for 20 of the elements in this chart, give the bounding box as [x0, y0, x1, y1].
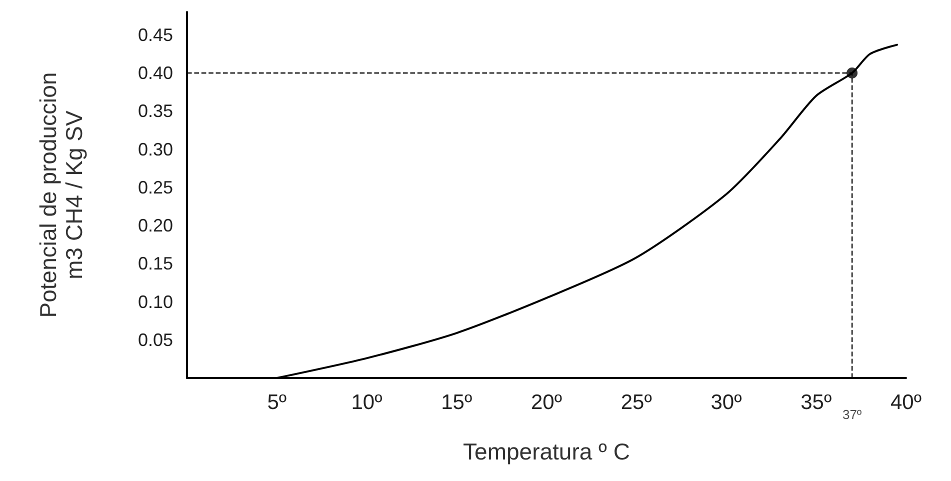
x-tick-label: 5º: [267, 391, 287, 414]
y-tick-label: 0.25: [138, 177, 173, 198]
x-axis-title: Temperatura º C: [463, 438, 630, 464]
x-tick-label: 30º: [710, 391, 742, 414]
x-tick-label: 25º: [620, 391, 652, 414]
y-tick-label: 0.35: [138, 101, 173, 122]
y-tick-label: 0.45: [138, 24, 173, 45]
y-tick-label: 0.40: [138, 63, 173, 83]
x-tick-label: 35º: [800, 391, 832, 414]
y-tick-label: 0.20: [138, 216, 173, 236]
y-tick-label: 0.30: [138, 139, 173, 160]
x-tick-label: 20º: [530, 391, 562, 414]
x-tick-label: 10º: [351, 391, 383, 414]
x-tick-label: 40º: [890, 391, 922, 414]
annotation: 37º: [842, 407, 862, 422]
y-tick-label: 0.15: [138, 254, 173, 274]
y-axis-title: Potencial de produccion m3 CH4 / Kg SV: [35, 72, 87, 318]
y-tick-label: 0.10: [138, 292, 173, 312]
x-tick-label: 15º: [441, 391, 472, 414]
y-tick-label: 0.05: [138, 330, 173, 350]
